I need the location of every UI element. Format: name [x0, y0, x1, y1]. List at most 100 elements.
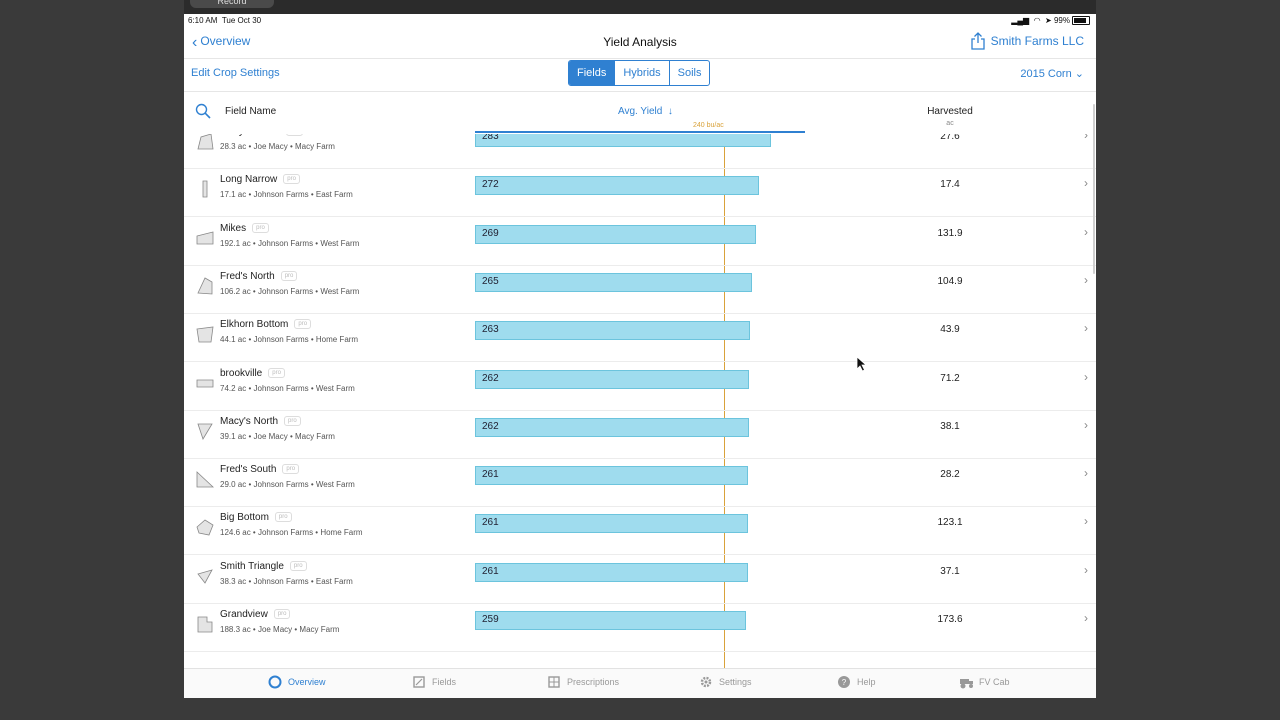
yield-bar — [475, 272, 752, 292]
yield-value: 272 — [482, 179, 499, 191]
table-row[interactable]: Mikes pro 192.1 ac • Johnson Farms • West … — [184, 217, 1096, 266]
tab-prescriptions[interactable]: Prescriptions — [547, 675, 619, 689]
segment-soils[interactable]: Soils — [668, 61, 710, 85]
field-name: Elkhorn Bottom pro — [220, 319, 312, 330]
segment-hybrids[interactable]: Hybrids — [614, 61, 668, 85]
table-row[interactable]: Grandview pro 188.3 ac • Joe Macy • Macy F… — [184, 603, 1096, 652]
harvested-value: 38.1 — [940, 420, 960, 432]
scrollbar[interactable] — [1093, 104, 1095, 274]
tab-help[interactable]: ? Help — [837, 675, 876, 689]
harvested-value: 71.2 — [940, 372, 960, 384]
yield-value: 269 — [482, 227, 499, 239]
field-shape-icon — [196, 379, 214, 387]
sort-indicator-line — [475, 131, 805, 133]
field-name: Big Bottom pro — [220, 512, 292, 523]
mouse-cursor-icon — [856, 356, 868, 372]
chevron-right-icon: › — [1084, 611, 1088, 625]
field-meta: 39.1 ac • Joe Macy • Macy Farm — [220, 431, 335, 441]
yield-bar — [475, 134, 771, 147]
harvested-value: 123.1 — [937, 517, 963, 529]
field-name: Smith Triangle pro — [220, 560, 307, 572]
harvested-unit: ac — [946, 120, 954, 127]
tab-settings[interactable]: Settings — [699, 675, 752, 689]
chevron-right-icon: › — [1084, 514, 1088, 529]
status-right: ▂▄▆ ◠ ➤ 99% — [1011, 16, 1090, 26]
chevron-left-icon: ‹ — [192, 34, 198, 51]
field-shape-icon — [197, 616, 213, 633]
field-meta: 17.1 ac • Johnson Farms • East Farm — [220, 190, 353, 200]
table-row[interactable]: Elkhorn Bottom pro 44.1 ac • Johnson Farms… — [184, 313, 1096, 363]
chevron-right-icon: › — [1084, 321, 1088, 336]
gear-icon — [700, 676, 712, 688]
fields-icon — [413, 676, 425, 688]
harvested-value: 37.1 — [940, 565, 960, 577]
toolbar: Edit Crop Settings Fields Hybrids Soils 20… — [184, 59, 1096, 92]
field-shape-icon — [196, 471, 215, 488]
tractor-icon — [960, 679, 973, 689]
battery-icon — [1072, 16, 1090, 26]
record-button[interactable]: Record — [190, 0, 274, 8]
target-yield-label: 240 bu/ac — [693, 122, 724, 129]
harvested-header: Harvested — [927, 106, 973, 117]
overview-icon — [268, 675, 282, 689]
yield-value: 263 — [482, 324, 499, 336]
harvested-value: 27.6 — [940, 134, 960, 142]
help-icon: ? — [838, 676, 850, 688]
yield-value: 259 — [482, 614, 499, 625]
table-row[interactable]: Fred's South pro 29.0 ac • Johnson Farms •… — [184, 458, 1096, 508]
yield-value: 262 — [482, 420, 499, 432]
yield-value: 265 — [482, 275, 499, 287]
field-meta: 192.1 ac • Johnson Farms • West Farm — [220, 238, 360, 248]
field-shape-icon — [197, 569, 213, 584]
avg-yield-sort-header[interactable]: Avg. Yield ↓ — [618, 106, 673, 117]
page-title: Yield Analysis — [603, 35, 677, 49]
target-yield-line — [724, 134, 726, 668]
table-row[interactable]: Fred's North pro 106.2 ac • Johnson Farms … — [184, 265, 1096, 314]
status-time: 6:10 AM Tue Oct 30 — [188, 16, 262, 25]
tab-fields[interactable]: Fields — [412, 675, 456, 689]
pro-badge: pro — [252, 222, 269, 233]
tab-overview[interactable]: Overview — [268, 675, 326, 689]
table-row[interactable]: Macy's North pro 39.1 ac • Joe Macy • Macy… — [184, 410, 1096, 459]
status-bar: 6:10 AM Tue Oct 30 ▂▄▆ ◠ ➤ 99% — [184, 14, 1096, 28]
yield-value: 283 — [482, 134, 499, 142]
recorder-strip: Record — [184, 0, 1096, 14]
account-button[interactable]: Smith Farms LLC — [990, 34, 1084, 48]
field-shape-icon — [196, 231, 214, 244]
table-row[interactable]: Smith Triangle pro 38.3 ac • Johnson Farms… — [184, 555, 1096, 604]
pro-badge: pro — [284, 415, 301, 426]
table-row[interactable]: brookville pro 74.2 ac • Johnson Farms • W… — [184, 362, 1096, 411]
yield-bar — [475, 224, 757, 244]
tab-bar: Overview Fields Prescriptions Settings ? Help… — [184, 668, 1096, 698]
yield-value: 261 — [482, 517, 499, 529]
field-name: brookville pro — [220, 367, 285, 379]
field-meta: 28.3 ac • Joe Macy • Macy Farm — [220, 142, 335, 151]
harvested-value: 17.4 — [940, 179, 960, 191]
pro-badge: pro — [274, 512, 292, 523]
back-button[interactable]: ‹ Overview — [192, 34, 251, 51]
yield-bar — [475, 417, 749, 437]
tab-fv-cab[interactable]: FV Cab — [959, 675, 1010, 689]
field-list[interactable]: Macy's Creekpro 28.3 ac • Joe Macy • Macy… — [184, 134, 1096, 668]
edit-crop-settings-link[interactable]: Edit Crop Settings — [191, 67, 280, 79]
table-row[interactable]: Big Bottom pro 124.6 ac • Johnson Farms • … — [184, 506, 1096, 556]
field-meta: 124.6 ac • Johnson Farms • Home Farm — [220, 528, 363, 538]
search-icon[interactable] — [195, 103, 211, 119]
yield-bar — [475, 611, 746, 630]
yield-value: 261 — [482, 469, 499, 481]
pro-badge: pro — [268, 367, 285, 378]
yield-value: 262 — [482, 372, 499, 384]
table-row[interactable]: Long Narrow pro 17.1 ac • Johnson Farms • … — [184, 168, 1096, 218]
navigation-bar: ‹ Overview Yield Analysis Smith Farms LLC — [184, 28, 1096, 59]
segment-fields[interactable]: Fields — [569, 61, 615, 85]
share-icon[interactable] — [970, 32, 986, 50]
field-shape-icon — [197, 277, 213, 295]
chevron-right-icon: › — [1084, 224, 1088, 239]
season-selector[interactable]: 2015 Corn ⌄ — [1020, 68, 1084, 80]
table-row[interactable]: Macy's Creekpro 28.3 ac • Joe Macy • Macy… — [184, 134, 1096, 169]
harvested-value: 43.9 — [940, 324, 960, 336]
field-name: Long Narrow pro — [220, 174, 300, 185]
field-meta: 38.3 ac • Johnson Farms • East Farm — [220, 576, 353, 586]
pro-badge: pro — [283, 174, 300, 185]
yield-bar — [475, 466, 748, 486]
